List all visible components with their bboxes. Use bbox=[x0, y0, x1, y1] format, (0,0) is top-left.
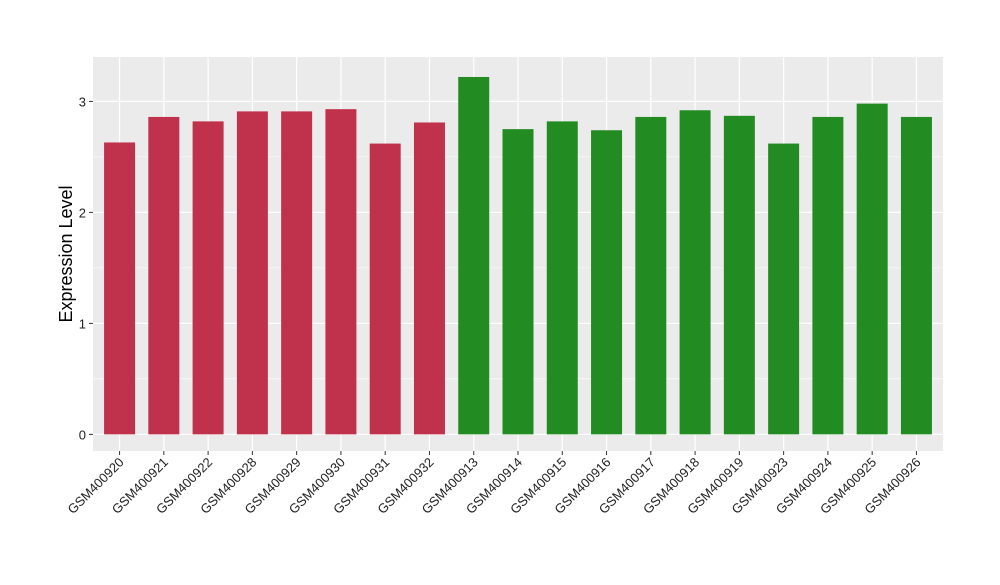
bar-GSM400929 bbox=[281, 111, 313, 435]
y-axis: 0 1 2 3 bbox=[79, 94, 93, 442]
bar-GSM400923 bbox=[768, 143, 800, 435]
bars bbox=[104, 76, 932, 435]
bar-GSM400913 bbox=[458, 76, 490, 435]
bar-GSM400920 bbox=[104, 142, 136, 435]
bar-GSM400914 bbox=[502, 129, 534, 435]
bar-GSM400917 bbox=[635, 116, 667, 435]
bar-GSM400922 bbox=[192, 121, 224, 435]
x-axis: GSM400920GSM400921GSM400922GSM400928GSM4… bbox=[64, 451, 924, 517]
y-tick-label: 1 bbox=[79, 316, 86, 331]
bar-GSM400924 bbox=[812, 116, 844, 435]
y-axis-label: Expression Level bbox=[56, 185, 76, 322]
bar-GSM400931 bbox=[369, 143, 401, 435]
bar-GSM400926 bbox=[900, 116, 932, 435]
y-tick-label: 2 bbox=[79, 205, 86, 220]
bar-GSM400925 bbox=[856, 103, 888, 435]
bar-GSM400928 bbox=[236, 111, 268, 435]
bar-GSM400916 bbox=[591, 130, 623, 435]
bar-GSM400921 bbox=[148, 116, 180, 435]
bar-GSM400915 bbox=[546, 121, 578, 435]
bar-GSM400919 bbox=[723, 115, 755, 435]
y-tick-label: 3 bbox=[79, 94, 86, 109]
bar-GSM400930 bbox=[325, 109, 357, 435]
bar-GSM400932 bbox=[413, 122, 445, 435]
bar-GSM400918 bbox=[679, 110, 711, 435]
y-tick-label: 0 bbox=[79, 427, 86, 442]
